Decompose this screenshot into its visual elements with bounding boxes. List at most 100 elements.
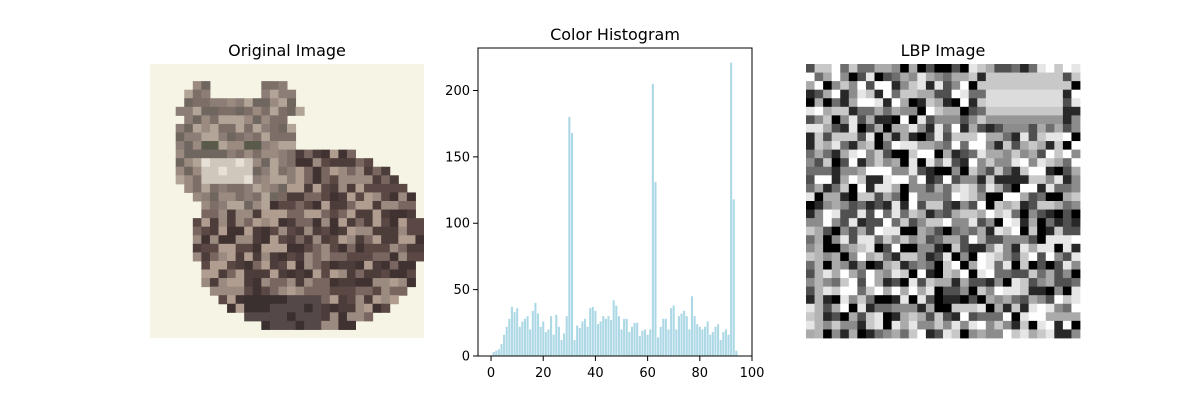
histogram-bar: [680, 313, 683, 356]
histogram-bar: [612, 300, 615, 356]
histogram-bar: [667, 329, 670, 356]
histogram-axes-frame: [477, 47, 753, 357]
original-image: [150, 64, 424, 338]
histogram-bar: [735, 350, 738, 356]
histogram-bar: [583, 318, 587, 356]
y-tick-label: 50: [453, 283, 470, 298]
histogram-bar: [518, 326, 521, 356]
histogram-bar: [602, 316, 605, 356]
histogram-bar: [670, 308, 673, 356]
histogram-bar: [570, 132, 573, 356]
histogram-bar: [586, 326, 589, 356]
histogram-bar: [724, 329, 727, 356]
histogram-bar: [568, 117, 571, 356]
histogram-bar: [727, 334, 730, 356]
histogram-bar: [581, 321, 584, 356]
histogram-bar: [641, 330, 644, 356]
histogram-bar: [565, 316, 568, 356]
histogram-bar: [664, 318, 667, 356]
y-tick-label: 100: [445, 217, 470, 232]
lbp-image-title: LBP Image: [901, 41, 986, 60]
histogram-bar: [505, 326, 508, 356]
x-tick-label: 80: [692, 366, 709, 381]
histogram-bar: [701, 329, 704, 356]
histogram-bar: [547, 329, 550, 356]
histogram-bar: [497, 349, 500, 356]
histogram-bar: [625, 318, 628, 356]
histogram-bar: [576, 325, 579, 356]
histogram-bar: [688, 329, 691, 356]
histogram-bar: [719, 340, 722, 356]
histogram-bar: [675, 329, 678, 356]
histogram-bar: [594, 310, 597, 356]
histogram-bar: [513, 312, 516, 356]
histogram-bar: [607, 316, 610, 356]
y-tick-label: 200: [445, 84, 470, 99]
x-tick-label: 0: [487, 366, 495, 381]
histogram-bar: [526, 316, 529, 356]
histogram-bar: [604, 318, 607, 356]
histogram-bar: [536, 313, 540, 356]
x-tick-label: 60: [639, 366, 656, 381]
histogram-bar: [714, 326, 717, 356]
histogram-bar: [596, 324, 600, 356]
y-tick-label: 0: [462, 350, 470, 365]
histogram-bar: [732, 199, 735, 356]
histogram-bar: [552, 334, 555, 356]
histogram-bar: [628, 332, 631, 356]
histogram-bar: [703, 326, 707, 356]
histogram-bar: [693, 316, 696, 356]
histogram-bar: [685, 316, 688, 356]
lbp-image: [806, 64, 1081, 339]
histogram-bar: [643, 329, 647, 356]
histogram-bar: [573, 340, 576, 356]
x-tick-label: 20: [535, 366, 552, 381]
histogram-ticks: 0 20 40 60 80 100 0 50 100 150 200: [445, 84, 764, 381]
histogram-bar: [557, 326, 560, 356]
histogram-bar: [521, 321, 524, 356]
histogram-bar: [672, 305, 675, 356]
histogram-bar: [649, 329, 652, 356]
histogram-bar: [531, 310, 534, 356]
x-tick-label: 100: [740, 366, 765, 381]
histogram-bar: [617, 316, 620, 356]
histogram-bar: [683, 310, 686, 356]
histogram-bar: [544, 332, 547, 356]
histogram-bar: [578, 328, 581, 356]
histogram-bar: [722, 332, 725, 356]
histogram-bar: [638, 336, 641, 356]
histogram-bar: [523, 318, 527, 356]
histogram-bar: [709, 334, 712, 356]
histogram-bar: [591, 306, 594, 356]
histogram-bar: [711, 332, 714, 356]
histogram-bar: [620, 329, 623, 356]
histogram-bars: [492, 62, 738, 357]
histogram-bar: [534, 302, 537, 356]
histogram-bar: [690, 296, 694, 356]
histogram-bar: [717, 324, 720, 356]
histogram-bar: [516, 308, 519, 356]
histogram-bar: [677, 316, 680, 356]
histogram-bar: [659, 326, 662, 356]
histogram-bar: [508, 318, 511, 356]
original-image-title: Original Image: [228, 41, 346, 60]
histogram-bar: [730, 62, 733, 356]
histogram-bar: [623, 318, 626, 356]
histogram-bar: [510, 306, 513, 356]
histogram-bar: [539, 326, 542, 356]
histogram-bar: [698, 326, 701, 356]
histogram-bar: [651, 83, 654, 357]
histogram-bar: [636, 322, 639, 356]
histogram-bar: [630, 326, 634, 356]
histogram-bar: [503, 334, 506, 356]
histogram-bar: [550, 316, 553, 356]
histogram-bar: [492, 352, 495, 356]
histogram-bar: [529, 329, 532, 356]
histogram-bar: [646, 334, 649, 356]
histogram-bar: [563, 333, 566, 356]
histogram-bar: [696, 324, 699, 356]
histogram-bar: [500, 344, 503, 356]
histogram-bar: [610, 320, 613, 356]
histogram-bar: [706, 321, 709, 356]
